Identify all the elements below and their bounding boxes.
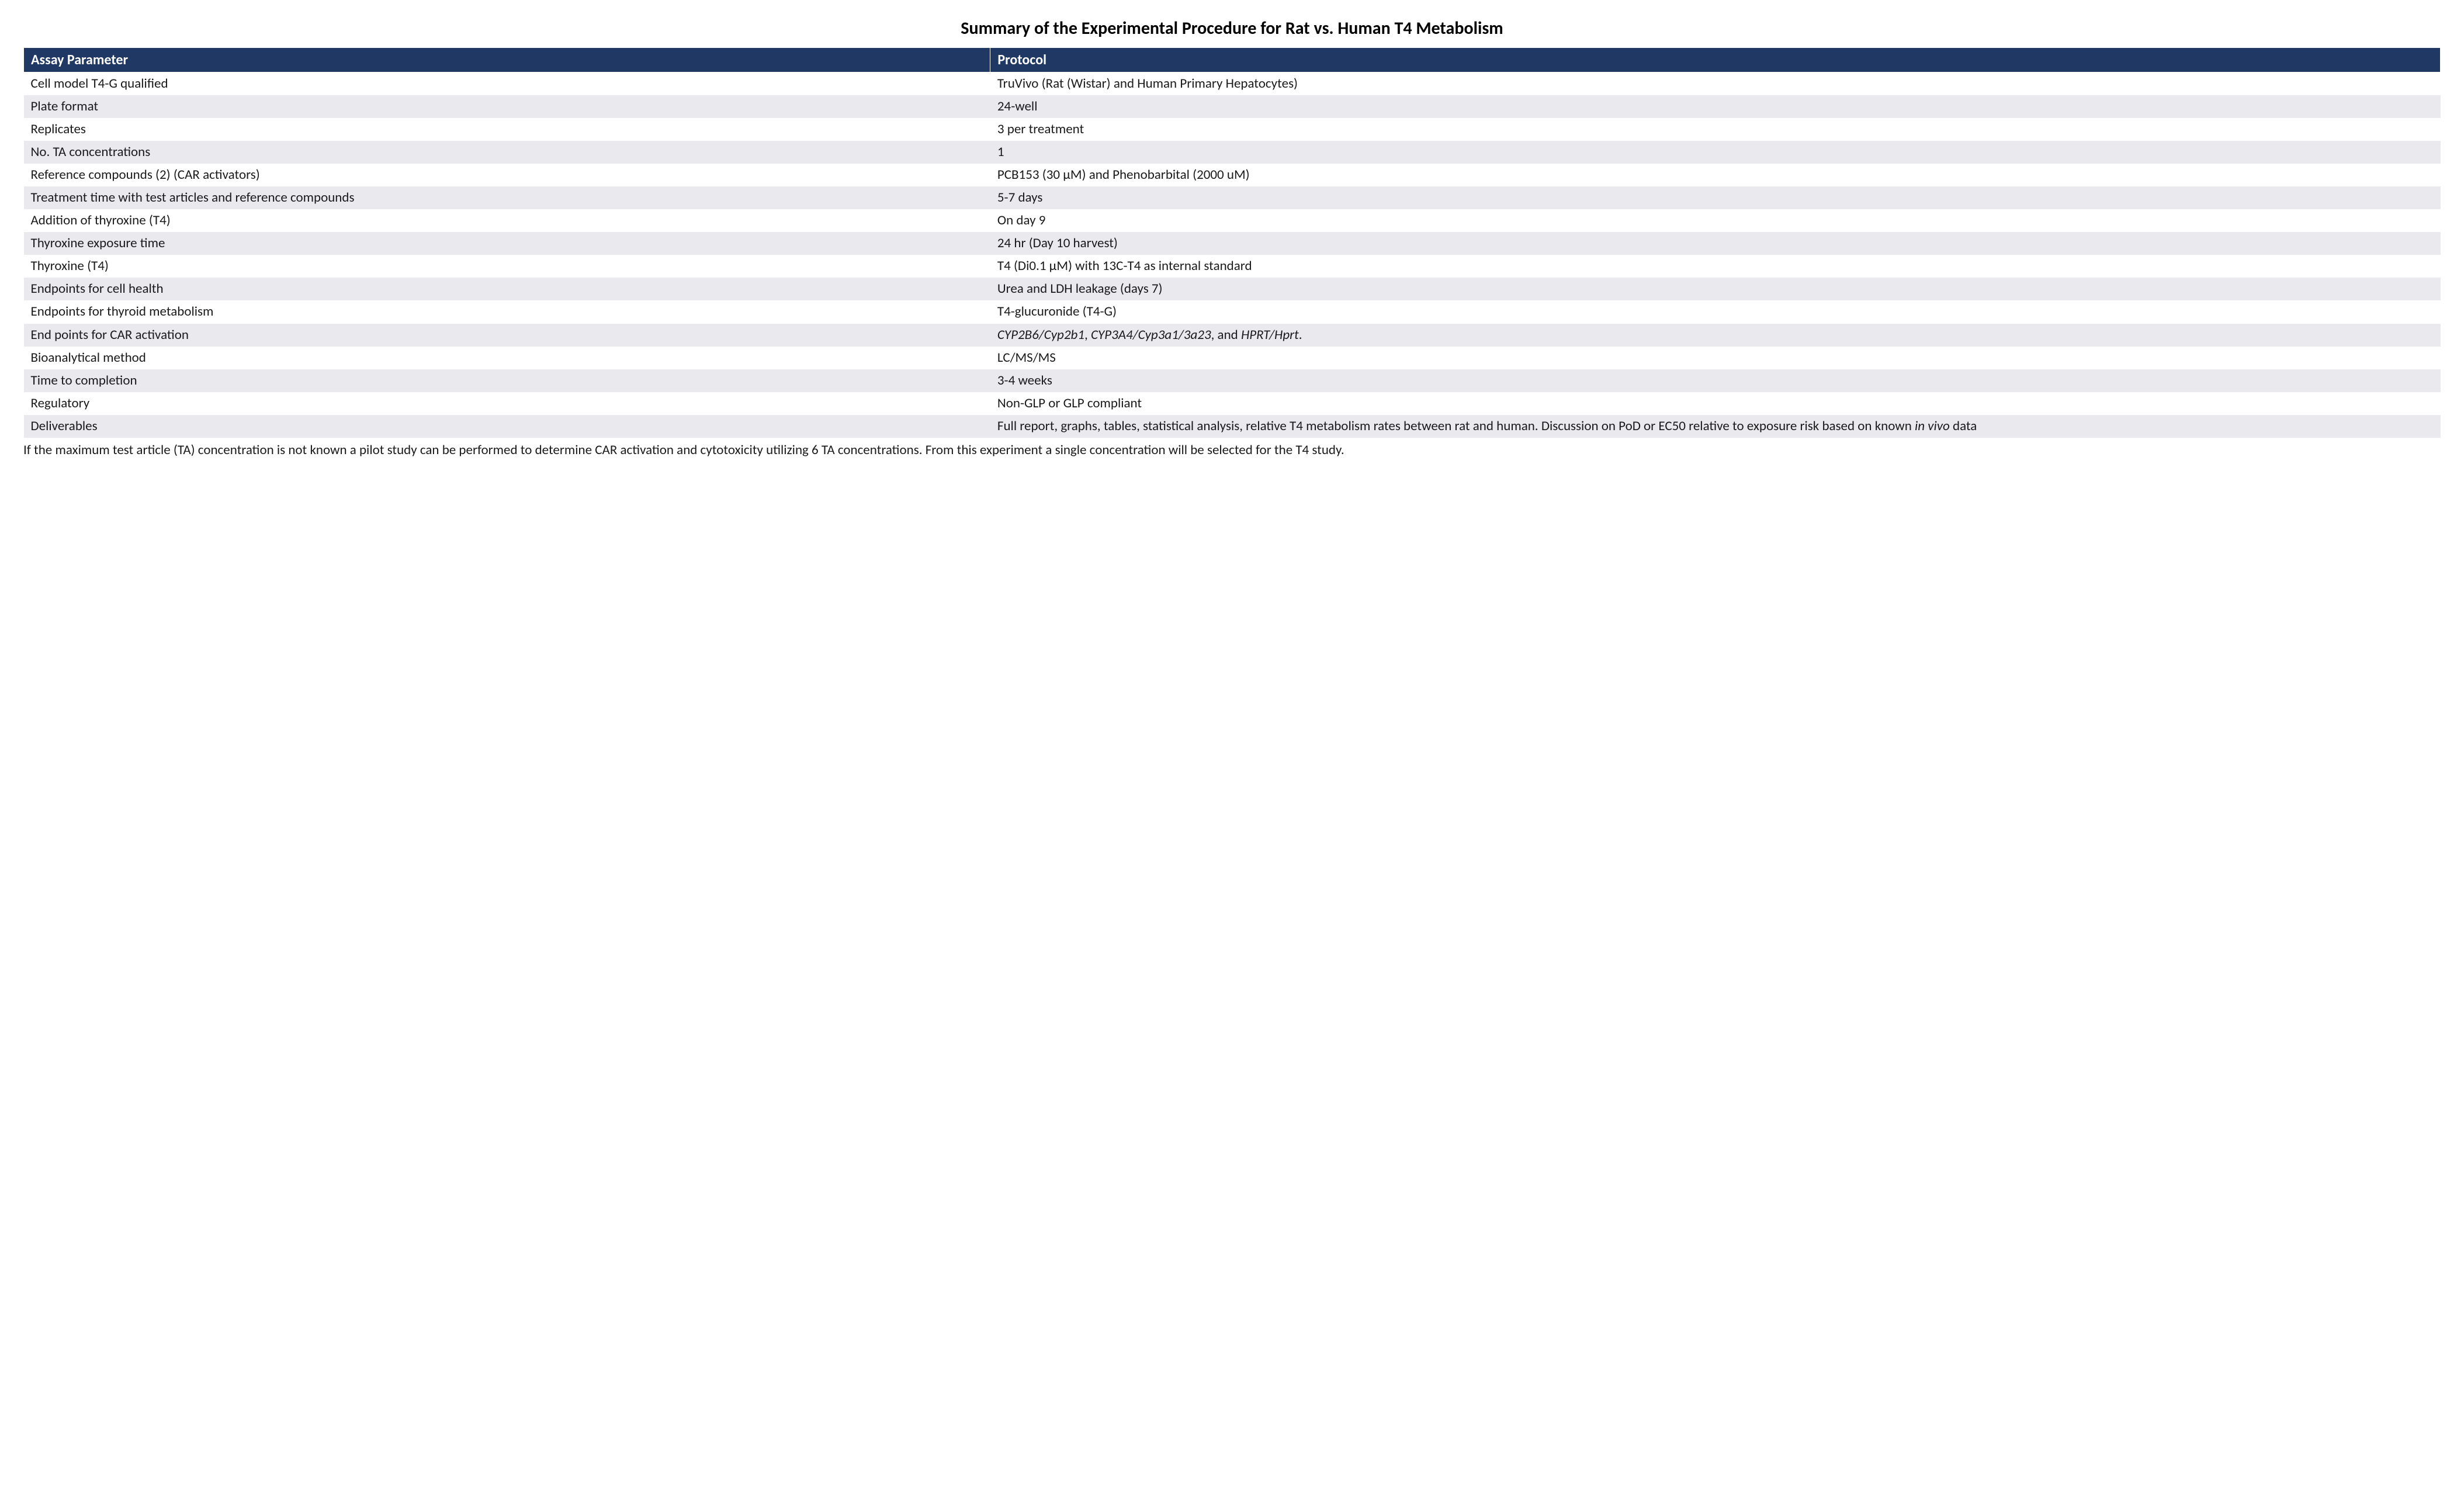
- header-assay-parameter: Assay Parameter: [24, 48, 990, 72]
- footnote-text: If the maximum test article (TA) concent…: [23, 441, 2441, 459]
- cell-assay-parameter: Cell model T4-G qualified: [24, 72, 990, 96]
- cell-assay-parameter: Time to completion: [24, 369, 990, 392]
- table-row: Reference compounds (2) (CAR activators)…: [24, 164, 2441, 186]
- table-header-row: Assay Parameter Protocol: [24, 48, 2441, 72]
- cell-protocol: 3 per treatment: [990, 118, 2441, 141]
- table-row: RegulatoryNon-GLP or GLP compliant: [24, 392, 2441, 415]
- cell-protocol: On day 9: [990, 209, 2441, 232]
- cell-assay-parameter: Reference compounds (2) (CAR activators): [24, 164, 990, 186]
- table-row: No. TA concentrations1: [24, 141, 2441, 164]
- cell-protocol: Full report, graphs, tables, statistical…: [990, 415, 2441, 438]
- cell-assay-parameter: Endpoints for cell health: [24, 278, 990, 300]
- cell-assay-parameter: Plate format: [24, 95, 990, 118]
- cell-protocol: 3-4 weeks: [990, 369, 2441, 392]
- cell-protocol: 1: [990, 141, 2441, 164]
- cell-assay-parameter: End points for CAR activation: [24, 324, 990, 347]
- page-title: Summary of the Experimental Procedure fo…: [23, 18, 2441, 39]
- cell-assay-parameter: Addition of thyroxine (T4): [24, 209, 990, 232]
- table-row: Thyroxine exposure time24 hr (Day 10 har…: [24, 232, 2441, 255]
- cell-protocol: Non-GLP or GLP compliant: [990, 392, 2441, 415]
- cell-assay-parameter: Bioanalytical method: [24, 347, 990, 369]
- table-row: Treatment time with test articles and re…: [24, 186, 2441, 209]
- cell-assay-parameter: Deliverables: [24, 415, 990, 438]
- cell-protocol: T4 (Di0.1 µM) with 13C-T4 as internal st…: [990, 255, 2441, 278]
- cell-protocol: PCB153 (30 µM) and Phenobarbital (2000 u…: [990, 164, 2441, 186]
- cell-protocol: 24 hr (Day 10 harvest): [990, 232, 2441, 255]
- cell-protocol: TruVivo (Rat (Wistar) and Human Primary …: [990, 72, 2441, 96]
- cell-protocol: T4-glucuronide (T4-G): [990, 300, 2441, 323]
- cell-assay-parameter: Endpoints for thyroid metabolism: [24, 300, 990, 323]
- procedure-table: Assay Parameter Protocol Cell model T4-G…: [23, 47, 2441, 438]
- header-protocol: Protocol: [990, 48, 2441, 72]
- table-row: Endpoints for thyroid metabolismT4-glucu…: [24, 300, 2441, 323]
- table-row: Bioanalytical methodLC/MS/MS: [24, 347, 2441, 369]
- table-row: Time to completion3-4 weeks: [24, 369, 2441, 392]
- cell-assay-parameter: No. TA concentrations: [24, 141, 990, 164]
- cell-assay-parameter: Replicates: [24, 118, 990, 141]
- cell-protocol: 24-well: [990, 95, 2441, 118]
- table-row: DeliverablesFull report, graphs, tables,…: [24, 415, 2441, 438]
- cell-protocol: 5-7 days: [990, 186, 2441, 209]
- cell-protocol: LC/MS/MS: [990, 347, 2441, 369]
- cell-assay-parameter: Thyroxine (T4): [24, 255, 990, 278]
- cell-protocol: CYP2B6/Cyp2b1, CYP3A4/Cyp3a1/3a23, and H…: [990, 324, 2441, 347]
- cell-protocol: Urea and LDH leakage (days 7): [990, 278, 2441, 300]
- cell-assay-parameter: Regulatory: [24, 392, 990, 415]
- cell-assay-parameter: Treatment time with test articles and re…: [24, 186, 990, 209]
- table-row: Thyroxine (T4)T4 (Di0.1 µM) with 13C-T4 …: [24, 255, 2441, 278]
- table-row: End points for CAR activationCYP2B6/Cyp2…: [24, 324, 2441, 347]
- table-row: Replicates3 per treatment: [24, 118, 2441, 141]
- table-row: Endpoints for cell healthUrea and LDH le…: [24, 278, 2441, 300]
- cell-assay-parameter: Thyroxine exposure time: [24, 232, 990, 255]
- table-row: Plate format24-well: [24, 95, 2441, 118]
- table-row: Addition of thyroxine (T4)On day 9: [24, 209, 2441, 232]
- table-row: Cell model T4-G qualifiedTruVivo (Rat (W…: [24, 72, 2441, 96]
